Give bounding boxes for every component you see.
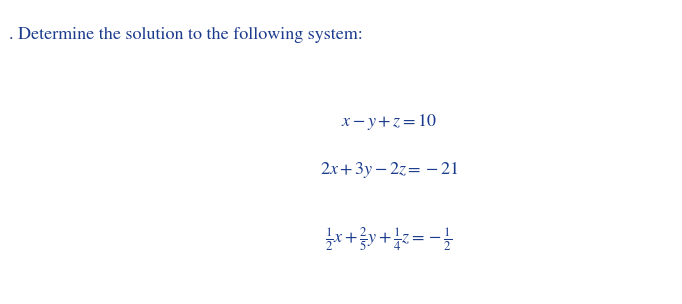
Text: $2x + 3y - 2z = -21$: $2x + 3y - 2z = -21$: [320, 160, 458, 180]
Text: $\frac{1}{2}x + \frac{2}{5}y + \frac{1}{4}z = -\frac{1}{2}$: $\frac{1}{2}x + \frac{2}{5}y + \frac{1}{…: [325, 226, 452, 254]
Text: $x - y + z = 10$: $x - y + z = 10$: [341, 112, 436, 132]
Text: . Determine the solution to the following system:: . Determine the solution to the followin…: [9, 27, 363, 43]
